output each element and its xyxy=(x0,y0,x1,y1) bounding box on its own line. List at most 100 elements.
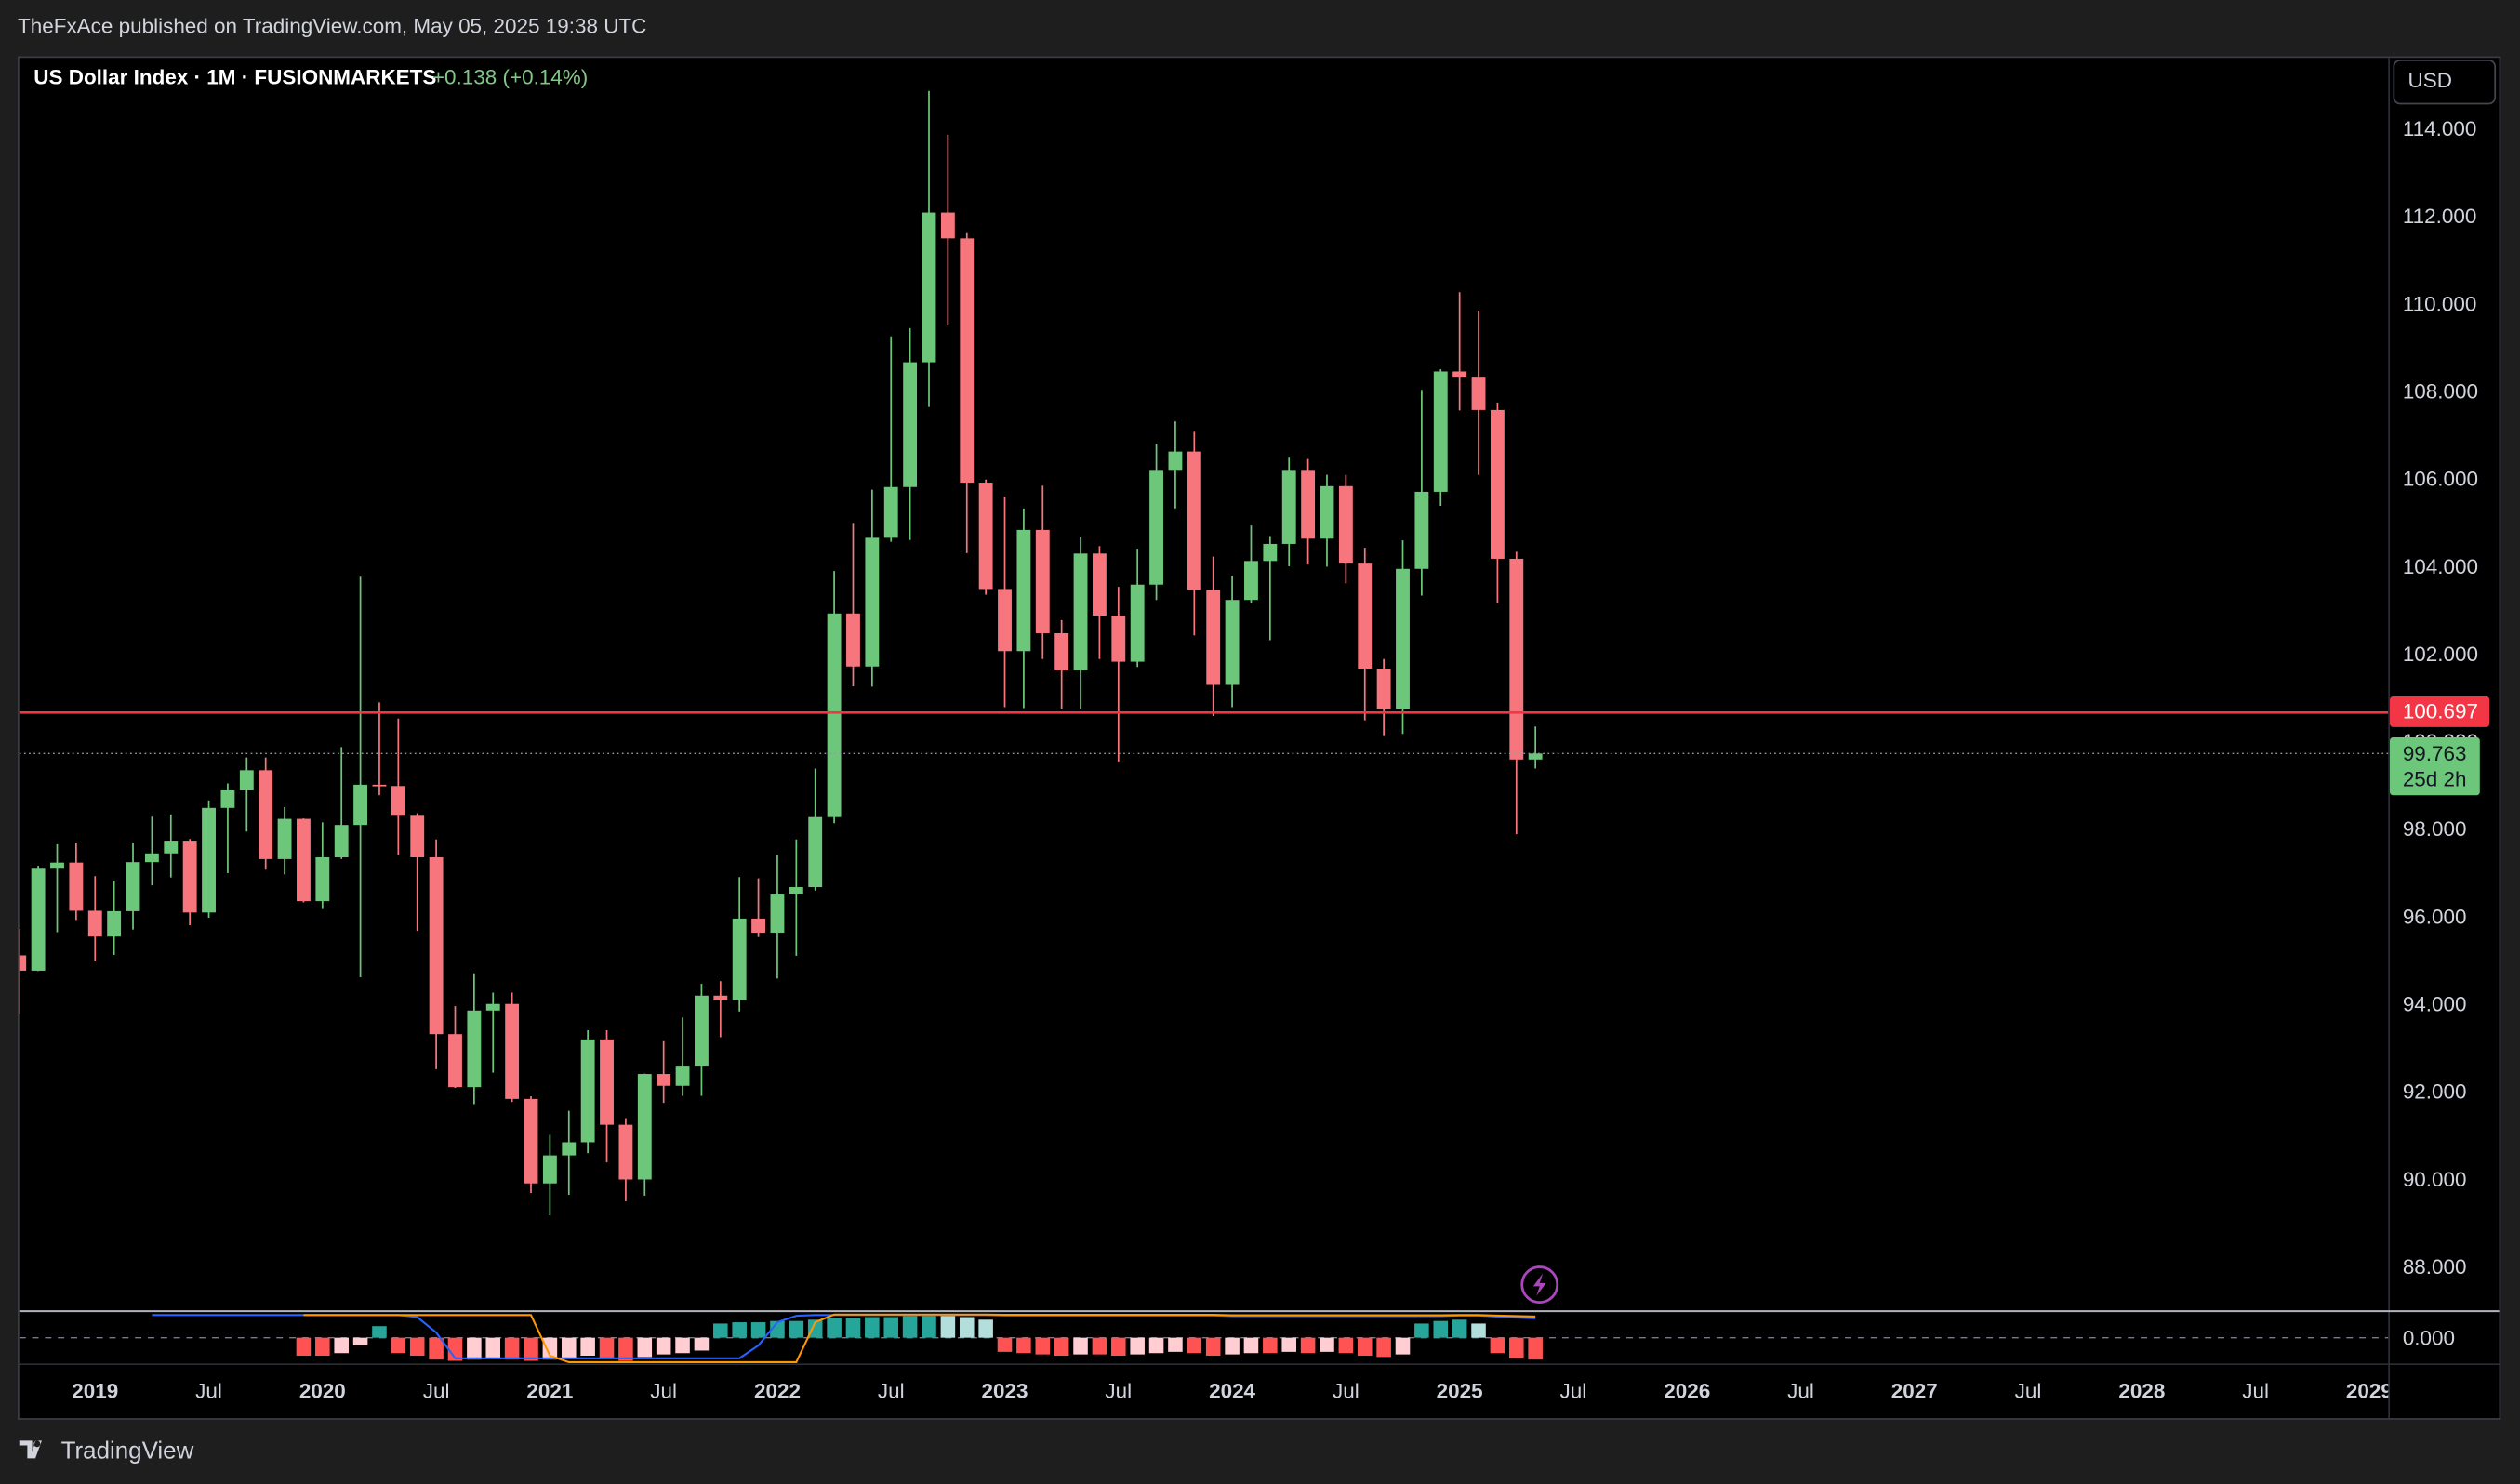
histogram-bar xyxy=(1433,1320,1449,1338)
level-tag xyxy=(2390,696,2490,727)
x-tick-label: 2028 xyxy=(2118,1379,2165,1402)
histogram-bar xyxy=(997,1337,1013,1352)
histogram-bar xyxy=(485,1337,501,1358)
symbol-title: US Dollar Index · 1M · FUSIONMARKETS xyxy=(33,66,436,89)
candle-body xyxy=(505,1003,520,1099)
y-tick-label: 106.000 xyxy=(2403,468,2478,491)
candle-body xyxy=(1338,485,1353,564)
candle-body xyxy=(182,841,197,913)
currency-button[interactable] xyxy=(2393,59,2497,105)
histogram-bar xyxy=(599,1337,615,1358)
candle-body xyxy=(87,910,102,937)
x-tick-label: 2027 xyxy=(1891,1379,1938,1402)
y-tick-label: 110.000 xyxy=(2403,292,2477,315)
candle-body xyxy=(1073,553,1088,670)
candle-body xyxy=(239,770,254,790)
candle-body xyxy=(107,910,122,937)
candle-body xyxy=(410,815,425,858)
candle-body xyxy=(846,613,860,667)
candle-body xyxy=(865,537,880,667)
candle-body xyxy=(524,1098,538,1184)
candle-body xyxy=(580,1039,595,1143)
candle-body xyxy=(1433,371,1448,492)
indicator-tick-label: 0.000 xyxy=(2403,1326,2455,1349)
histogram-bar xyxy=(1509,1337,1524,1358)
histogram-bar xyxy=(1452,1319,1467,1338)
x-tick-label: 2024 xyxy=(1209,1379,1255,1402)
x-tick-label: 2023 xyxy=(982,1379,1028,1402)
candle-body xyxy=(1092,553,1107,616)
candle-body xyxy=(922,212,936,363)
candle-body xyxy=(1016,529,1031,652)
candle-body xyxy=(1111,616,1126,662)
candle-body xyxy=(618,1124,633,1180)
currency-label[interactable]: USD xyxy=(2407,69,2451,92)
histogram-bar xyxy=(409,1337,425,1357)
candle-body xyxy=(315,857,330,902)
candle-body xyxy=(31,868,46,971)
histogram-bar xyxy=(1187,1337,1202,1354)
histogram-bar xyxy=(845,1318,861,1338)
candle-body xyxy=(372,784,387,787)
x-tick-label: Jul xyxy=(423,1379,450,1402)
candle-body xyxy=(903,362,918,487)
histogram-bar xyxy=(524,1337,538,1361)
histogram-bar xyxy=(807,1319,823,1338)
candle-body xyxy=(259,770,273,859)
candle-body xyxy=(1376,669,1391,709)
brand-name: TradingView xyxy=(61,1438,194,1464)
candle-body xyxy=(637,1074,652,1180)
candle-body xyxy=(485,1003,500,1011)
candle-body xyxy=(1452,371,1467,378)
x-tick-label: Jul xyxy=(2015,1379,2042,1402)
x-tick-label: 2029 xyxy=(2346,1379,2393,1402)
x-tick-label: 2021 xyxy=(526,1379,573,1402)
histogram-bar xyxy=(1111,1337,1126,1357)
candle-body xyxy=(1206,590,1221,685)
y-tick-label: 104.000 xyxy=(2403,555,2478,578)
y-tick-label: 114.000 xyxy=(2403,117,2477,140)
x-tick-label: 2022 xyxy=(754,1379,801,1402)
candle-body xyxy=(297,818,311,902)
countdown-label: 25d 2h xyxy=(2403,768,2467,791)
histogram-bar xyxy=(770,1320,785,1338)
histogram-bar xyxy=(1300,1337,1316,1354)
candle-body xyxy=(220,789,235,808)
histogram-bar xyxy=(1320,1337,1334,1352)
candle-body xyxy=(998,589,1012,652)
candle-body xyxy=(827,613,842,817)
indicator-pane xyxy=(19,1313,2389,1363)
y-tick-label: 92.000 xyxy=(2403,1080,2467,1104)
histogram-bar xyxy=(334,1337,349,1354)
histogram-bar xyxy=(1243,1337,1259,1354)
candle-body xyxy=(391,786,405,816)
histogram-bar xyxy=(1357,1337,1373,1357)
candle-body xyxy=(19,955,27,971)
candle-body xyxy=(770,894,785,933)
histogram-bar xyxy=(959,1317,975,1338)
x-tick-label: Jul xyxy=(2242,1379,2269,1402)
x-tick-label: Jul xyxy=(1787,1379,1814,1402)
histogram-bar xyxy=(504,1337,520,1360)
alert-icon[interactable] xyxy=(1520,1265,1559,1304)
last-price-tag xyxy=(2390,737,2480,796)
candle-body xyxy=(1471,377,1486,410)
histogram-bar xyxy=(372,1326,387,1338)
histogram-bar xyxy=(1168,1337,1183,1352)
candle-body xyxy=(429,857,444,1035)
candle-body xyxy=(69,862,84,911)
candle-body xyxy=(353,784,368,826)
histogram-bar xyxy=(561,1337,577,1358)
histogram-bar xyxy=(656,1337,671,1355)
candle-body xyxy=(1528,753,1543,760)
histogram-bar xyxy=(1225,1337,1240,1355)
chart-frame xyxy=(18,56,2501,1420)
candle-body xyxy=(1130,584,1145,662)
candle-body xyxy=(978,483,993,590)
histogram-bar xyxy=(694,1337,710,1351)
candle-body xyxy=(277,818,292,859)
candle-body xyxy=(789,887,803,895)
candle-body xyxy=(1225,600,1240,685)
histogram-bar xyxy=(352,1337,368,1345)
